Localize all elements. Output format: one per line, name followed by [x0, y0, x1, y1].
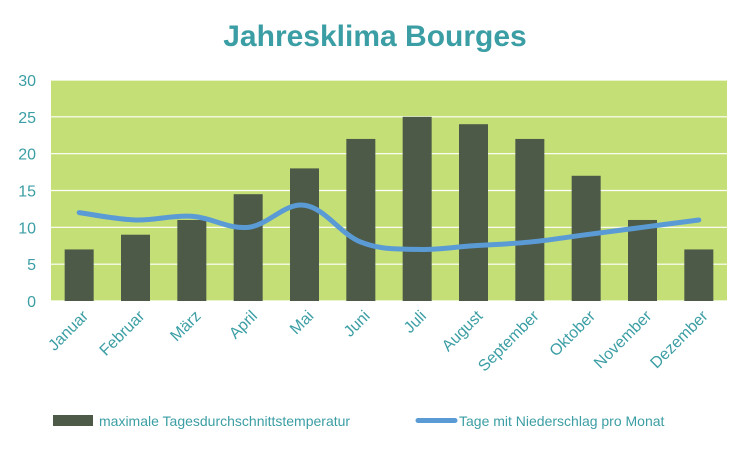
- chart-title: Jahresklima Bourges: [223, 20, 526, 53]
- x-tick-label: Juni: [341, 308, 374, 341]
- x-tick-label: Januar: [45, 307, 92, 354]
- y-tick-label: 15: [18, 184, 36, 201]
- y-tick-label: 30: [18, 73, 36, 90]
- x-tick-label: April: [226, 308, 261, 343]
- legend: maximale Tagesdurchschnittstemperatur Ta…: [53, 413, 665, 429]
- y-tick-label: 5: [27, 257, 36, 274]
- y-axis-ticks: 0 5 10 15 20 25 30: [18, 73, 36, 311]
- bar-series: [64, 116, 714, 301]
- x-tick-label: September: [475, 307, 543, 375]
- y-tick-label: 20: [18, 147, 36, 164]
- x-tick-label: August: [439, 307, 487, 355]
- bar-august: [459, 124, 488, 301]
- legend-label-bars: maximale Tagesdurchschnittstemperatur: [99, 413, 350, 429]
- bar-mai: [290, 168, 319, 301]
- bar-januar: [64, 249, 94, 301]
- precipitation-line: [76, 202, 702, 253]
- y-tick-label: 10: [18, 220, 36, 237]
- bar-september: [515, 138, 545, 301]
- bar-juni: [346, 138, 376, 301]
- x-tick-label: März: [167, 308, 204, 345]
- x-tick-label: November: [591, 307, 656, 372]
- bar-april: [233, 194, 263, 301]
- legend-swatch-bars: [53, 415, 93, 426]
- y-tick-label: 0: [27, 294, 36, 311]
- x-axis-ticks: Januar Februar März April Mai Juni Juli AugustS…: [45, 307, 712, 375]
- y-tick-label: 25: [18, 110, 36, 127]
- x-tick-label: Juli: [401, 308, 430, 337]
- x-tick-label: Februar: [97, 307, 149, 359]
- legend-label-line: Tage mit Niederschlag pro Monat: [459, 413, 665, 429]
- x-tick-label: Dezember: [647, 307, 712, 372]
- grid-lines: [51, 79, 727, 302]
- bar-märz: [177, 219, 207, 301]
- x-tick-label: Oktober: [547, 307, 600, 360]
- bar-dezember: [684, 249, 714, 301]
- bar-februar: [121, 234, 150, 301]
- bar-november: [628, 219, 657, 301]
- line-series: [76, 202, 702, 253]
- bar-juli: [402, 116, 432, 301]
- x-tick-label: Mai: [287, 308, 317, 338]
